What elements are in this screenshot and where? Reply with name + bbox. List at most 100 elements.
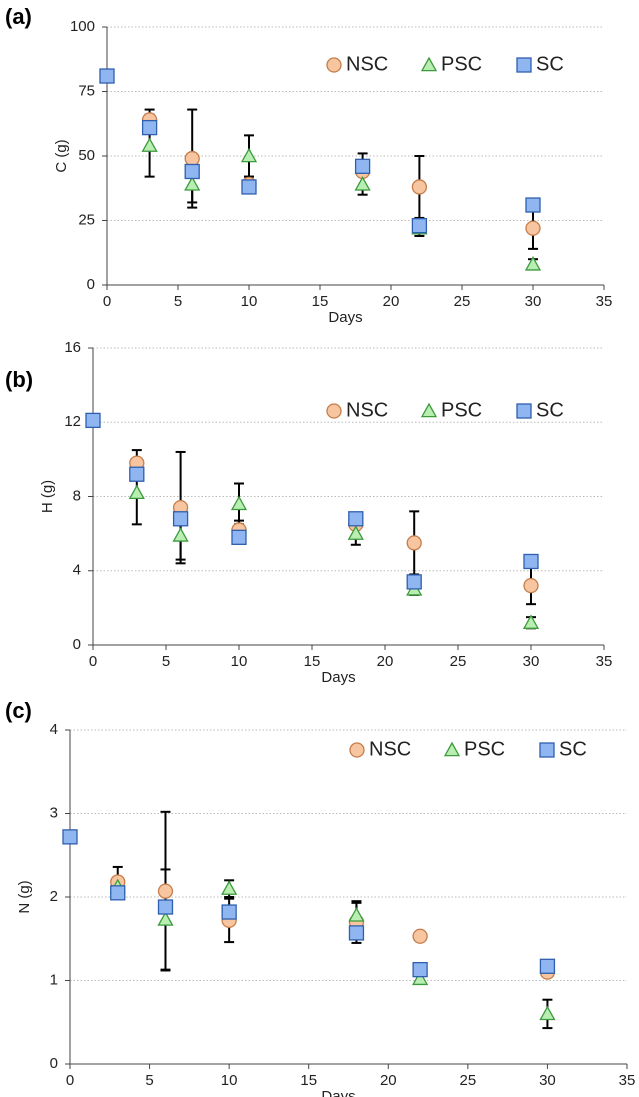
marker-triangle (347, 525, 364, 540)
marker-triangle (412, 970, 429, 986)
y-tick-label: 16 (64, 339, 81, 356)
marker-circle (326, 403, 342, 419)
marker-square (172, 511, 189, 527)
marker-triangle (128, 484, 145, 500)
marker-square (141, 119, 158, 136)
marker-triangle (184, 176, 201, 191)
x-tick-label: 0 (103, 293, 111, 310)
y-axis-label: C (g) (53, 139, 70, 172)
y-tick-label: 2 (50, 888, 58, 905)
x-tick-label: 5 (162, 653, 170, 670)
marker-square (231, 529, 247, 545)
x-tick-label: 30 (539, 1072, 556, 1089)
x-tick-label: 35 (596, 653, 613, 670)
marker-square (62, 829, 78, 845)
marker-circle (525, 220, 541, 236)
x-tick-label: 0 (66, 1072, 74, 1089)
x-tick-label: 25 (450, 653, 467, 670)
marker-square (539, 958, 556, 974)
marker-square (241, 179, 257, 195)
y-tick-label: 4 (50, 721, 58, 738)
panel-label: (a) (5, 4, 32, 29)
marker-triangle (348, 907, 365, 922)
marker-square (525, 197, 541, 213)
x-tick-label: 15 (312, 293, 329, 310)
marker-square (516, 403, 532, 419)
x-axis-label: Days (321, 1088, 355, 1097)
marker-square (99, 68, 115, 84)
marker-circle (349, 742, 365, 758)
y-tick-label: 1 (50, 971, 58, 988)
y-tick-label: 0 (73, 636, 81, 653)
x-tick-label: 25 (454, 293, 471, 310)
marker-square (348, 925, 365, 941)
legend-label: SC (559, 738, 587, 760)
y-tick-label: 25 (78, 211, 95, 228)
marker-square (516, 57, 532, 73)
y-tick-label: 8 (73, 487, 81, 504)
x-tick-label: 35 (596, 293, 613, 310)
x-tick-label: 20 (380, 1072, 397, 1089)
legend-label: PSC (441, 53, 482, 75)
legend-label: NSC (369, 738, 411, 760)
x-tick-label: 10 (241, 293, 258, 310)
marker-square (354, 158, 371, 174)
y-tick-label: 3 (50, 804, 58, 821)
x-tick-label: 30 (525, 293, 542, 310)
marker-triangle (420, 56, 438, 72)
panel-label: (b) (5, 367, 33, 392)
marker-triangle (141, 137, 158, 152)
marker-triangle (522, 614, 540, 629)
marker-triangle (354, 176, 371, 191)
y-tick-label: 0 (87, 276, 95, 293)
x-tick-label: 30 (523, 653, 540, 670)
x-tick-label: 10 (231, 653, 248, 670)
legend-label: PSC (441, 399, 482, 421)
marker-square (523, 553, 539, 570)
marker-circle (523, 577, 539, 594)
y-tick-label: 12 (64, 413, 81, 430)
y-tick-label: 75 (78, 82, 95, 99)
y-axis-label: H (g) (39, 480, 56, 513)
marker-circle (406, 535, 422, 551)
marker-square (110, 885, 126, 901)
legend-label: NSC (346, 53, 388, 75)
marker-square (184, 163, 200, 180)
x-tick-label: 0 (89, 653, 97, 670)
x-tick-label: 5 (145, 1072, 153, 1089)
marker-square (157, 899, 174, 915)
x-tick-label: 15 (300, 1072, 317, 1089)
marker-triangle (240, 147, 258, 163)
marker-circle (412, 928, 428, 944)
y-tick-label: 0 (50, 1055, 58, 1072)
legend-label: SC (536, 53, 564, 75)
legend-label: NSC (346, 399, 388, 421)
x-tick-label: 10 (221, 1072, 238, 1089)
y-tick-label: 100 (70, 18, 95, 35)
marker-circle (184, 150, 200, 167)
marker-square (85, 412, 101, 429)
y-axis-label: N (g) (16, 880, 33, 913)
x-tick-label: 35 (619, 1072, 636, 1089)
marker-triangle (221, 880, 238, 895)
marker-triangle (443, 741, 461, 757)
legend-label: PSC (464, 738, 505, 760)
marker-circle (157, 883, 174, 899)
legend-label: SC (536, 399, 564, 421)
x-tick-label: 25 (460, 1072, 477, 1089)
x-tick-label: 20 (383, 293, 400, 310)
marker-square (412, 961, 428, 978)
marker-triangle (157, 911, 174, 926)
x-axis-label: Days (328, 309, 362, 326)
marker-square (406, 574, 422, 590)
marker-triangle (539, 1005, 556, 1021)
marker-square (411, 218, 428, 234)
marker-square (348, 511, 364, 527)
marker-triangle (230, 495, 248, 511)
y-tick-label: 50 (78, 147, 95, 164)
marker-triangle (420, 402, 438, 418)
marker-square (129, 466, 145, 482)
marker-triangle (172, 527, 189, 542)
marker-circle (326, 57, 342, 73)
x-axis-label: Days (321, 669, 355, 686)
